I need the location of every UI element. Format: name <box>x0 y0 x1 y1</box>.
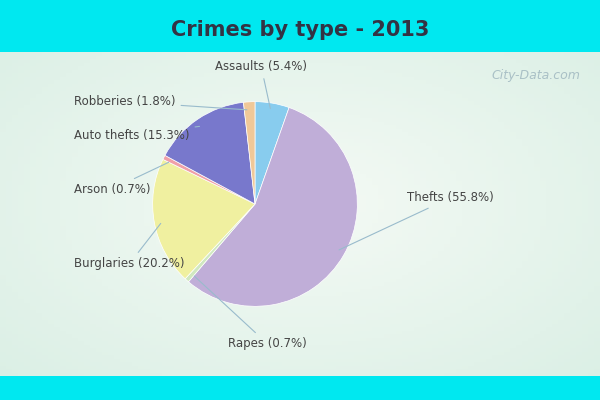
Text: Crimes by type - 2013: Crimes by type - 2013 <box>171 20 429 40</box>
Text: Burglaries (20.2%): Burglaries (20.2%) <box>74 224 185 270</box>
Wedge shape <box>244 102 255 204</box>
Wedge shape <box>165 102 255 204</box>
Wedge shape <box>188 108 358 306</box>
Text: Rapes (0.7%): Rapes (0.7%) <box>194 276 307 350</box>
Text: Thefts (55.8%): Thefts (55.8%) <box>339 191 494 250</box>
Text: Assaults (5.4%): Assaults (5.4%) <box>215 60 307 108</box>
Wedge shape <box>152 159 255 279</box>
Wedge shape <box>185 204 255 282</box>
Text: City-Data.com: City-Data.com <box>492 70 581 82</box>
Wedge shape <box>163 155 255 204</box>
Text: Robberies (1.8%): Robberies (1.8%) <box>74 95 247 110</box>
Text: Arson (0.7%): Arson (0.7%) <box>74 162 169 196</box>
Text: Auto thefts (15.3%): Auto thefts (15.3%) <box>74 126 200 142</box>
Wedge shape <box>255 102 289 204</box>
